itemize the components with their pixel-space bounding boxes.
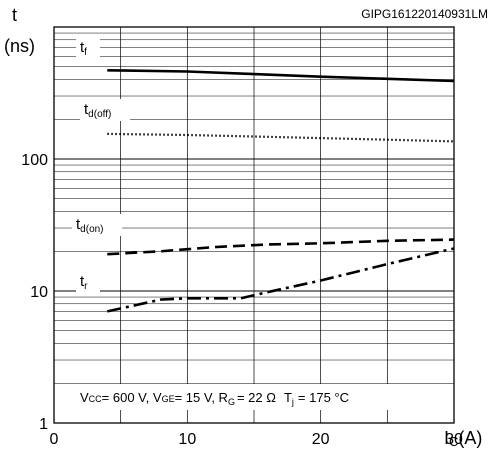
conditions-box xyxy=(74,384,432,410)
series-line-tr xyxy=(107,247,455,313)
series-label-bg xyxy=(72,214,122,236)
grid xyxy=(54,27,454,423)
y-axis-label: t xyxy=(12,5,17,25)
series-labels: tf td(off) td(on) tr xyxy=(72,36,130,294)
series-label-bg xyxy=(76,36,100,60)
series-label-bg xyxy=(76,270,100,294)
y-tick-label: 10 xyxy=(30,284,48,301)
series-label-tdon: td(on) xyxy=(76,216,104,235)
series-label-tr: tr xyxy=(80,273,88,292)
series-label-bg xyxy=(80,99,130,121)
series-line-tdoff xyxy=(107,132,455,143)
x-axis-label: IC(A) xyxy=(444,428,482,449)
x-tick-label: 20 xyxy=(312,431,330,448)
x-tick-label: 0 xyxy=(50,431,59,448)
conditions-text: VCC= 600 V, VGE= 15 V, RG = 22 Ω Tj = 175 °… xyxy=(80,390,349,407)
x-tick-label: 30 xyxy=(445,431,463,448)
y-axis-unit: (ns) xyxy=(4,36,35,56)
y-tick-label: 1 xyxy=(39,416,48,433)
series-label-tf: tf xyxy=(80,39,87,58)
series-lines xyxy=(107,69,455,313)
x-tick-label: 10 xyxy=(178,431,196,448)
y-tick-label: 100 xyxy=(21,152,48,169)
tick-labels: 0 10 20 30 1 10 100 xyxy=(21,152,463,448)
plot-frame xyxy=(53,26,455,424)
figure-code: GIPG161220140931LM xyxy=(361,7,488,21)
series-line-tdon xyxy=(107,238,455,256)
series-label-tdoff: td(off) xyxy=(84,101,111,120)
series-line-tf xyxy=(107,69,455,83)
